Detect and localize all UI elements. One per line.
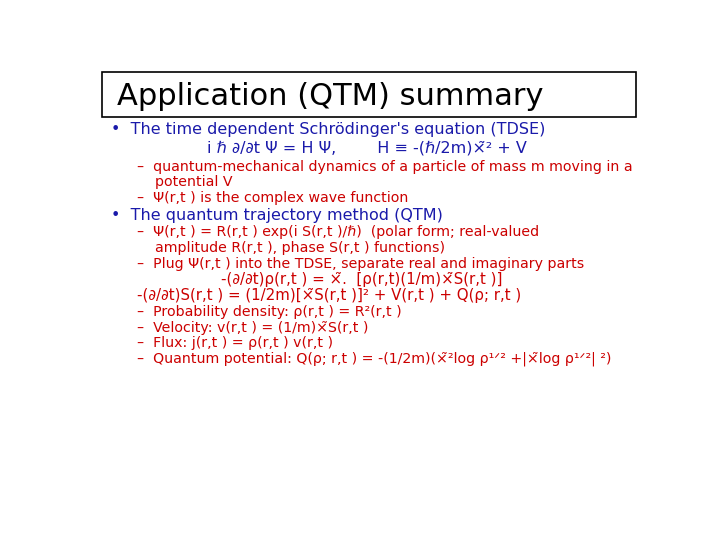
Text: Application (QTM) summary: Application (QTM) summary [117,82,544,111]
Text: –  Probability density: ρ(r,t ) = R²(r,t ): – Probability density: ρ(r,t ) = R²(r,t … [138,305,402,319]
Text: –  Ψ(r,t ) = R(r,t ) exp(i S(r,t )/ℏ)  (polar form; real-valued: – Ψ(r,t ) = R(r,t ) exp(i S(r,t )/ℏ) (po… [138,225,539,239]
Text: –  Ψ(r,t ) is the complex wave function: – Ψ(r,t ) is the complex wave function [138,191,409,205]
Text: -(∂/∂t)ρ(r,t ) = ×̃.  [ρ(r,t)(1/m)×̃S(r,t )]: -(∂/∂t)ρ(r,t ) = ×̃. [ρ(r,t)(1/m)×̃S(r,t… [221,272,503,287]
Text: –  Flux: j(r,t ) = ρ(r,t ) v(r,t ): – Flux: j(r,t ) = ρ(r,t ) v(r,t ) [138,336,333,350]
Text: amplitude R(r,t ), phase S(r,t ) functions): amplitude R(r,t ), phase S(r,t ) functio… [138,241,446,255]
Text: –  Velocity: v(r,t ) = (1/m)×̃S(r,t ): – Velocity: v(r,t ) = (1/m)×̃S(r,t ) [138,321,369,335]
Text: •  The time dependent Schrödinger's equation (TDSE): • The time dependent Schrödinger's equat… [111,122,546,137]
Text: –  quantum-mechanical dynamics of a particle of mass m moving in a: – quantum-mechanical dynamics of a parti… [138,160,633,174]
Text: –  Plug Ψ(r,t ) into the TDSE, separate real and imaginary parts: – Plug Ψ(r,t ) into the TDSE, separate r… [138,256,585,271]
Text: i ℏ ∂/∂t Ψ = H Ψ,        H ≡ -(ℏ/2m)×̃² + V: i ℏ ∂/∂t Ψ = H Ψ, H ≡ -(ℏ/2m)×̃² + V [207,140,527,156]
Text: -(∂/∂t)S(r,t ) = (1/2m)[×̃S(r,t )]² + V(r,t ) + Q(ρ; r,t ): -(∂/∂t)S(r,t ) = (1/2m)[×̃S(r,t )]² + V(… [138,288,522,303]
Text: –  Quantum potential: Q(ρ; r,t ) = -(1/2m)(×̃²log ρ¹ᐟ² +|×̃log ρ¹ᐟ²| ²): – Quantum potential: Q(ρ; r,t ) = -(1/2m… [138,352,612,367]
Text: potential V: potential V [138,175,233,189]
Text: •  The quantum trajectory method (QTM): • The quantum trajectory method (QTM) [111,208,443,223]
FancyBboxPatch shape [102,72,636,117]
